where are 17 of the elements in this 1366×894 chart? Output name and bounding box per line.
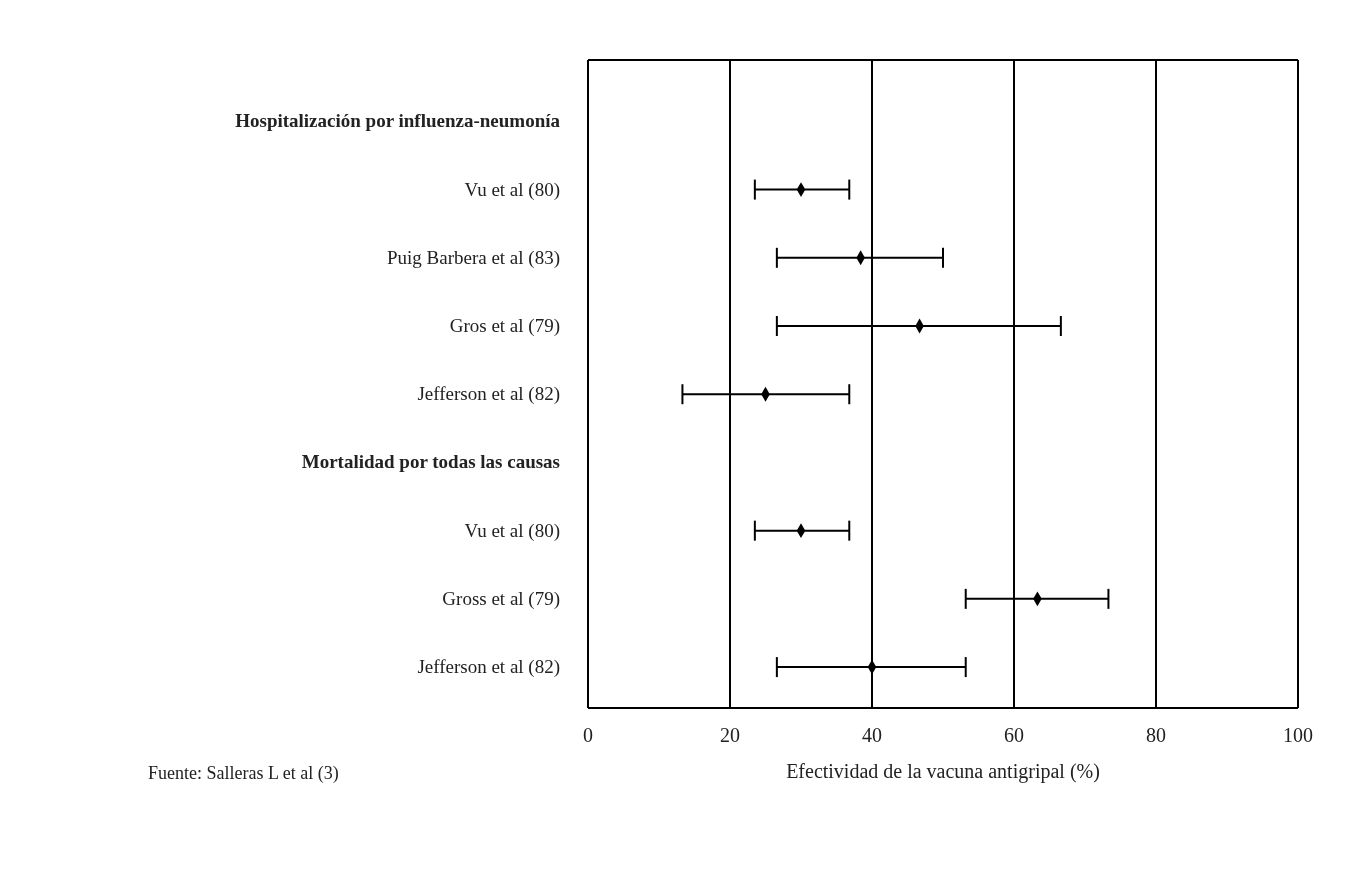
x-tick-label: 60 [1004,724,1024,747]
x-tick-label: 20 [720,724,740,747]
y-tick-label: Jefferson et al (82) [417,383,560,406]
y-tick-label: Gros et al (79) [449,315,560,338]
x-tick-label: 80 [1146,724,1166,747]
source-note: Fuente: Salleras L et al (3) [148,763,339,784]
y-tick-label: Mortalidad por todas las causas [301,451,560,473]
x-tick-label: 0 [583,724,593,747]
y-tick-label: Vu et al (80) [464,178,560,201]
y-tick-label: Jefferson et al (82) [417,656,560,679]
y-tick-label: Gross et al (79) [442,587,560,610]
y-tick-label: Puig Barbera et al (83) [386,246,560,269]
y-tick-label: Vu et al (80) [464,519,560,542]
x-tick-label: 40 [862,724,882,747]
x-axis-title: Efectividad de la vacuna antigripal (%) [786,760,1100,783]
x-tick-label: 100 [1283,724,1313,747]
y-tick-label: Hospitalización por influenza-neumonía [235,110,561,132]
